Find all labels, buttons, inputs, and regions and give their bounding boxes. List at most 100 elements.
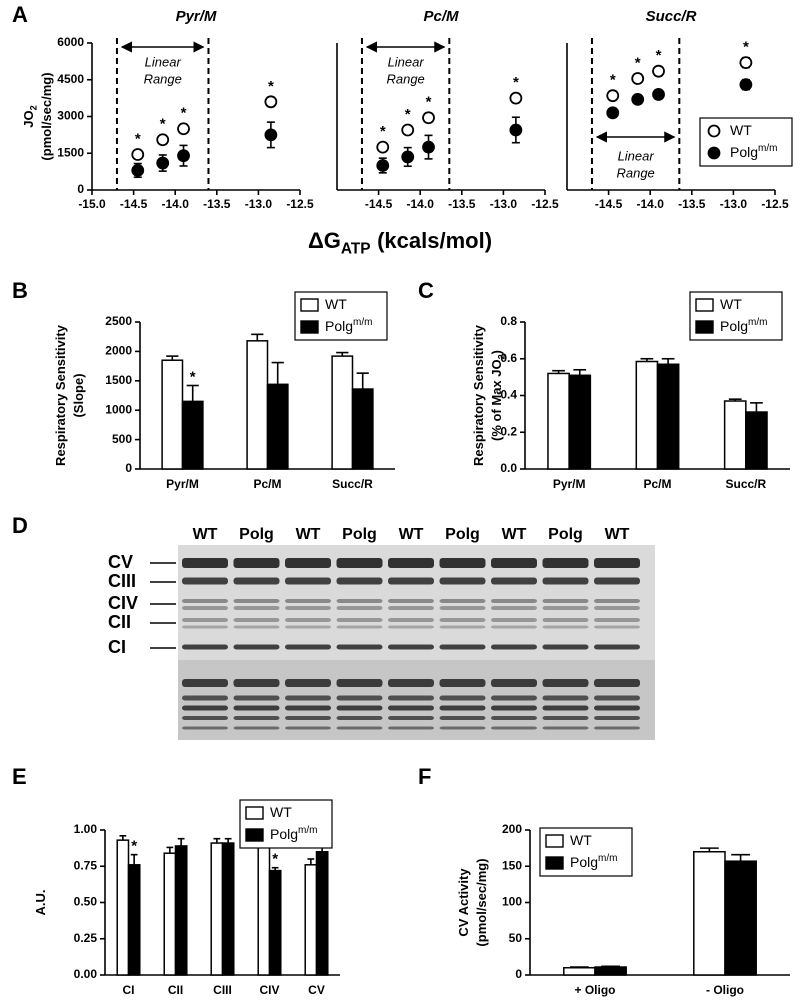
bar (351, 388, 374, 470)
blot-band (233, 705, 280, 711)
significance-mark: * (405, 106, 411, 123)
label-part: Respiratory Sensitivity (471, 324, 486, 466)
data-point (131, 148, 145, 161)
x-tick-label: - Oligo (706, 983, 744, 997)
blot-band (388, 726, 434, 730)
x-tick-label: CI (123, 983, 135, 997)
blot-band (285, 716, 331, 720)
blot-band (285, 726, 331, 730)
blot-band (233, 625, 280, 629)
range-label: Linear (388, 54, 425, 69)
legend-swatch (245, 828, 264, 842)
legend-name: Polg (270, 826, 298, 842)
lane-label: WT (193, 526, 218, 543)
blot-band (233, 618, 280, 622)
blot-band (285, 625, 331, 629)
blot-band (388, 644, 434, 650)
data-point (652, 64, 665, 78)
data-point (401, 123, 415, 137)
legend-label: Polgm/m (730, 143, 777, 160)
legend-label: Polgm/m (270, 825, 317, 842)
significance-mark: * (426, 94, 432, 111)
y-tick-label: 200 (502, 822, 522, 836)
significance-mark: * (272, 851, 278, 868)
blot-band (388, 679, 434, 687)
blot-band (336, 599, 383, 603)
bar (257, 840, 271, 976)
bar (268, 869, 282, 976)
blot-band (542, 705, 589, 711)
significance-mark: * (656, 47, 662, 64)
blot-band (182, 705, 228, 711)
blot-band (594, 695, 640, 701)
legend-name: Polg (570, 854, 598, 870)
blot-band (388, 695, 434, 701)
blot-band (542, 606, 589, 610)
bar (656, 363, 680, 470)
legend-swatch (245, 806, 264, 820)
blot-band (233, 679, 280, 687)
subscript: 2 (497, 354, 507, 359)
y-axis-label: Respiratory Sensitivity (471, 324, 486, 466)
blot-band (233, 577, 280, 585)
panel-label: E (12, 764, 27, 789)
blot-band (336, 606, 383, 610)
x-tick-label: -14.5 (595, 197, 623, 211)
y-tick-label: 0.75 (74, 858, 98, 872)
blot-band (285, 644, 331, 650)
data-point (264, 128, 278, 142)
bar (635, 360, 659, 470)
blot-band (491, 695, 537, 701)
subplot-title: Pyr/M (176, 8, 217, 25)
y-tick-label: 0.2 (500, 424, 517, 438)
label-part: (% of Max JO (489, 359, 504, 441)
data-point (631, 92, 645, 106)
data-point (739, 56, 753, 69)
significance-mark: * (131, 838, 137, 855)
y-tick-label: 1500 (57, 145, 84, 159)
blot-band (285, 577, 331, 585)
blot-band (233, 599, 280, 603)
band-label: CI (108, 637, 126, 657)
x-tick-label: -15.0 (78, 197, 106, 211)
y-tick-label: 2500 (105, 314, 132, 328)
superscript: m/m (298, 825, 317, 836)
data-point (131, 163, 145, 177)
blot-band (491, 716, 537, 720)
blot-band (233, 606, 280, 610)
lane-label: WT (399, 526, 424, 543)
y-tick-label: 150 (502, 858, 522, 872)
blot-band (594, 618, 640, 622)
blot-band (388, 618, 434, 622)
x-tick-label: -14.5 (120, 197, 148, 211)
blot-band (336, 625, 383, 629)
data-point (401, 150, 415, 164)
legend-label: Polgm/m (720, 317, 767, 334)
x-tick-label: -14.0 (162, 197, 190, 211)
range-label: Range (616, 165, 654, 180)
legend-name: WT (270, 804, 292, 820)
blot-band (491, 679, 537, 687)
lane-label: Polg (239, 526, 274, 543)
blot-band (439, 705, 486, 711)
blot-band (336, 644, 383, 650)
blot-band (336, 679, 383, 687)
blot-band (542, 644, 589, 650)
label-part: (pmol/sec/mg) (474, 858, 489, 946)
y-tick-label: 0 (515, 967, 522, 981)
panel-label: D (12, 513, 28, 538)
y-axis-label: Respiratory Sensitivity (53, 324, 68, 466)
subplot-title: Pc/M (423, 8, 459, 25)
blot-band (439, 716, 486, 720)
blot-band (594, 726, 640, 730)
blot-band (182, 695, 228, 701)
x-tick-label: -13.0 (245, 197, 273, 211)
blot-band (439, 558, 486, 568)
bar (161, 359, 184, 470)
bar (181, 400, 204, 470)
blot-band (285, 558, 331, 568)
blot-band (233, 558, 280, 568)
x-tick-label: -13.5 (448, 197, 476, 211)
x-tick-label: -13.5 (203, 197, 231, 211)
x-tick-label: Pc/M (643, 477, 671, 491)
